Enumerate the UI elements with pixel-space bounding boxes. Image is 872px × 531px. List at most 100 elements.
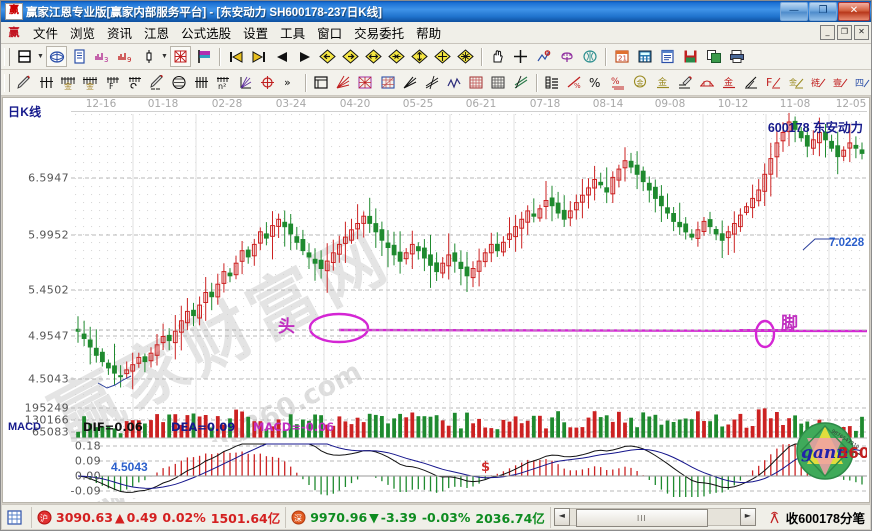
gann-square-gold-icon[interactable]: 金 <box>80 72 100 93</box>
expand-icon[interactable]: 壹 <box>830 72 850 93</box>
pointer-draw-icon[interactable]: A <box>533 46 554 67</box>
fit-icon[interactable] <box>455 46 476 67</box>
menu-item-tools[interactable]: 工具 <box>280 27 306 41</box>
zoom-right-icon[interactable] <box>340 46 361 67</box>
slope-icon[interactable] <box>400 72 420 93</box>
gann-box-icon[interactable] <box>355 72 375 93</box>
zoom-out-h-icon[interactable] <box>386 46 407 67</box>
first-page-icon[interactable] <box>225 46 246 67</box>
scroll-track[interactable]: III <box>569 508 740 527</box>
calculator-icon[interactable] <box>634 46 655 67</box>
report-icon[interactable] <box>657 46 678 67</box>
minimize-button[interactable]: — <box>780 2 808 21</box>
calendar-layout-icon[interactable] <box>14 46 35 67</box>
last-page-icon[interactable] <box>248 46 269 67</box>
f-line-icon[interactable]: F <box>763 72 783 93</box>
percent-icon[interactable]: % <box>586 72 606 93</box>
menu-item-formula-stock-pick[interactable]: 公式选股 <box>181 27 232 41</box>
save-icon[interactable] <box>680 46 701 67</box>
four-square-icon[interactable]: 四 <box>852 72 871 93</box>
zoom-left-icon[interactable] <box>317 46 338 67</box>
kline-3-icon[interactable]: 3 <box>92 46 113 67</box>
angle-line-icon[interactable] <box>741 72 761 93</box>
scroll-thumb[interactable]: III <box>575 509 708 527</box>
candle-icon[interactable] <box>138 46 159 67</box>
horizontal-scrollbar[interactable]: ◄ III ► <box>553 508 756 527</box>
document-icon[interactable] <box>69 46 90 67</box>
percent-line-icon[interactable]: % <box>608 72 628 93</box>
percent-red-icon[interactable]: % <box>564 72 584 93</box>
mdi-close-button[interactable]: ✕ <box>854 25 869 40</box>
pen-tool-icon[interactable] <box>675 72 695 93</box>
menu-item-window[interactable]: 窗口 <box>317 27 343 41</box>
retrace-icon[interactable]: 裢 <box>808 72 828 93</box>
menu-item-gann[interactable]: 江恩 <box>144 27 170 41</box>
brain-icon[interactable] <box>579 46 600 67</box>
menu-item-trade[interactable]: 交易委托 <box>354 27 405 41</box>
frame-icon[interactable] <box>311 72 331 93</box>
next-page-icon[interactable] <box>294 46 315 67</box>
speed-lines-icon[interactable] <box>333 72 353 93</box>
fib-f-icon[interactable]: F <box>103 72 123 93</box>
spiral-icon[interactable] <box>125 72 145 93</box>
chart-area[interactable]: 赢家财富网 www.yingjia360.com QQ:100800360 日K… <box>2 97 870 503</box>
scroll-left-button[interactable]: ◄ <box>553 508 570 526</box>
gold-circle-icon[interactable]: 金 <box>630 72 650 93</box>
kline-9-icon[interactable]: 9 <box>115 46 136 67</box>
gann-grid-icon[interactable] <box>170 46 191 67</box>
pencil-red-icon[interactable] <box>14 72 34 93</box>
toolbar-grip-2[interactable] <box>4 73 10 92</box>
copy-icon[interactable] <box>703 46 724 67</box>
gold-bar-icon[interactable]: 金 <box>653 72 673 93</box>
chart-canvas[interactable] <box>3 98 870 503</box>
mdi-minimize-button[interactable]: _ <box>820 25 835 40</box>
square-grid-icon[interactable] <box>378 72 398 93</box>
fork-icon[interactable] <box>36 72 56 93</box>
status-index-sz[interactable]: 深 9970.96 ▼ -3.39 -0.03% 2036.74亿 <box>286 506 551 528</box>
scroll-right-button[interactable]: ► <box>739 508 756 526</box>
layout-dropdown-arrow-icon[interactable]: ▼ <box>37 53 44 60</box>
status-grid-icon[interactable] <box>2 506 32 528</box>
maximize-button[interactable]: ❐ <box>809 2 837 21</box>
mdi-restore-button[interactable]: ❐ <box>837 25 852 40</box>
n2-icon[interactable]: n² <box>213 72 233 93</box>
gold-line-icon[interactable]: 金 <box>786 72 806 93</box>
toolbar-grip[interactable] <box>4 47 10 66</box>
globe-analysis-icon[interactable] <box>46 46 67 67</box>
target-icon[interactable] <box>258 72 278 93</box>
ladder-icon[interactable] <box>542 72 562 93</box>
menu-item-file[interactable]: 文件 <box>33 27 59 41</box>
tree-icon[interactable] <box>556 46 577 67</box>
fib-arc-icon[interactable] <box>697 72 717 93</box>
prev-page-icon[interactable] <box>271 46 292 67</box>
menu-item-news[interactable]: 资讯 <box>107 27 133 41</box>
gann-fan-gold-icon[interactable]: 金 <box>58 72 78 93</box>
pencil-draw-icon[interactable] <box>147 72 167 93</box>
trend-icon[interactable] <box>422 72 442 93</box>
zoom-in-h-icon[interactable] <box>363 46 384 67</box>
zoom-all-icon[interactable] <box>432 46 453 67</box>
gold-ratio-icon[interactable]: 金 <box>719 72 739 93</box>
more-icon[interactable]: » <box>280 72 300 93</box>
channel-icon[interactable] <box>511 72 531 93</box>
circle-cycle-icon[interactable] <box>169 72 189 93</box>
hand-pan-icon[interactable] <box>487 46 508 67</box>
flag-icon[interactable] <box>193 46 214 67</box>
print-icon[interactable] <box>726 46 747 67</box>
sz-index-icon: 深 <box>291 510 306 524</box>
grid-dark-icon[interactable] <box>488 72 508 93</box>
grid-fork-icon[interactable] <box>191 72 211 93</box>
close-button[interactable]: ✕ <box>838 2 870 21</box>
grid-red-icon[interactable] <box>466 72 486 93</box>
svg-text:gann: gann <box>801 443 849 463</box>
candle-dropdown-arrow-icon[interactable]: ▼ <box>161 53 168 60</box>
menu-item-help[interactable]: 帮助 <box>416 27 442 41</box>
zigzag-icon[interactable] <box>444 72 464 93</box>
crosshair-icon[interactable] <box>510 46 531 67</box>
zoom-v-icon[interactable] <box>409 46 430 67</box>
menu-item-browse[interactable]: 浏览 <box>70 27 96 41</box>
angle-icon[interactable] <box>236 72 256 93</box>
menu-item-settings[interactable]: 设置 <box>243 27 269 41</box>
status-index-sh[interactable]: 沪 3090.63 ▲ 0.49 0.02% 1501.64亿 <box>32 506 287 528</box>
calendar21-icon[interactable]: 21 <box>611 46 632 67</box>
